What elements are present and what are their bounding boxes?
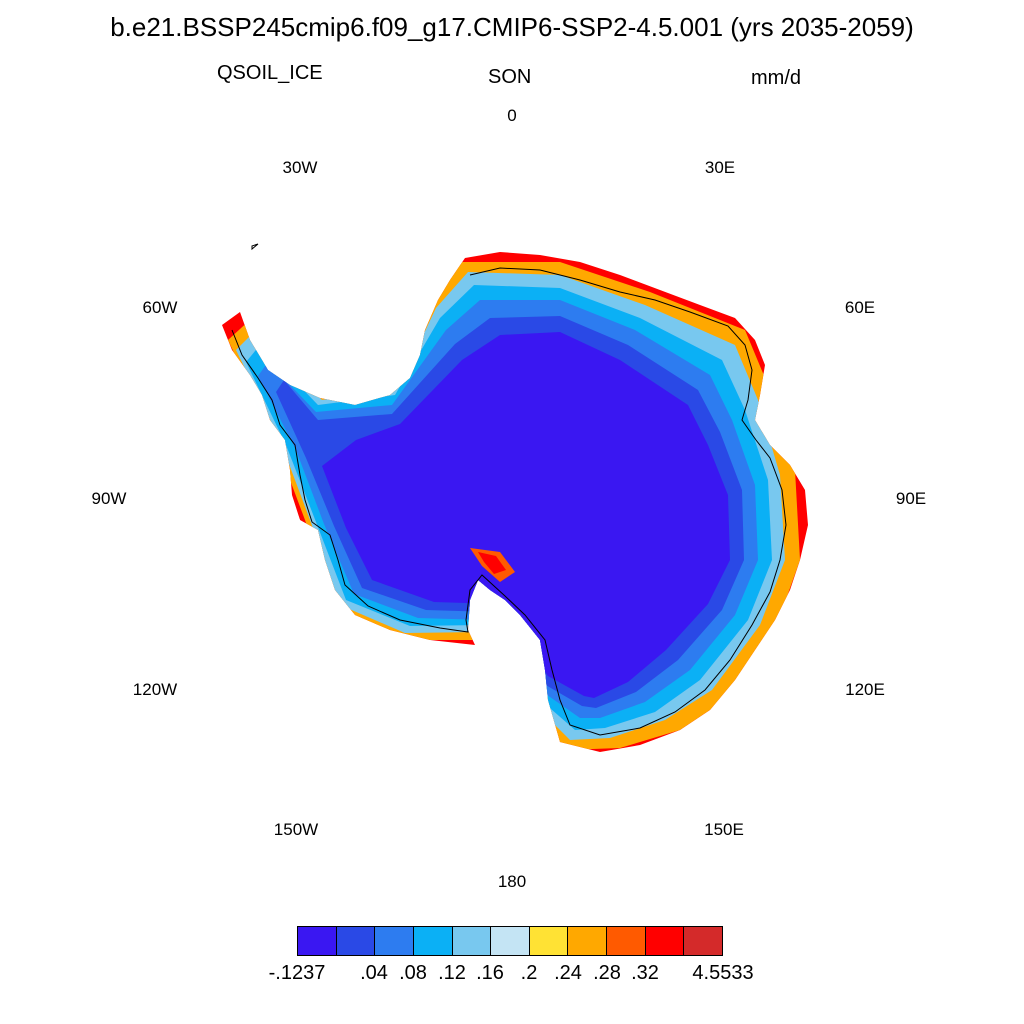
variable-label: QSOIL_ICE xyxy=(217,62,323,84)
colorbar-swatch xyxy=(568,927,608,955)
lon-label-30w: 30W xyxy=(282,158,318,177)
colorbar-swatch xyxy=(491,927,530,955)
lon-label-150w: 150W xyxy=(273,820,319,839)
lon-label-60e: 60E xyxy=(844,298,876,317)
colorbar-swatch xyxy=(375,927,414,955)
lon-label-30e: 30E xyxy=(704,158,736,177)
season-label: SON xyxy=(488,66,532,88)
colorbar-label: .2 xyxy=(520,962,538,984)
lon-label-120w: 120W xyxy=(132,680,178,699)
colorbar-swatch xyxy=(336,927,376,955)
colorbar-label: .04 xyxy=(360,962,388,984)
colorbar-swatch xyxy=(684,927,723,955)
field-hotspot xyxy=(478,552,506,574)
lon-label-0: 0 xyxy=(507,106,517,125)
colorbar-label: .08 xyxy=(399,962,427,984)
colorbar-swatch xyxy=(645,927,685,955)
colorbar-swatch xyxy=(607,927,646,955)
colorbar xyxy=(297,926,723,956)
lon-label-150e: 150E xyxy=(704,820,744,839)
lon-label-120e: 120E xyxy=(845,680,885,699)
colorbar-swatch xyxy=(529,927,569,955)
colorbar-swatch xyxy=(452,927,492,955)
island-outline xyxy=(251,243,259,251)
colorbar-label: 4.5533 xyxy=(692,962,754,984)
colorbar-label: .32 xyxy=(631,962,659,984)
colorbar-label: .28 xyxy=(593,962,621,984)
coastline xyxy=(231,267,787,736)
field-ring xyxy=(322,332,730,698)
units-label: mm/d xyxy=(751,67,801,89)
colorbar-label: .24 xyxy=(554,962,582,984)
colorbar-label: .16 xyxy=(476,962,504,984)
colorbar-swatch xyxy=(298,927,337,955)
lon-label-90w: 90W xyxy=(91,489,127,508)
lon-label-60w: 60W xyxy=(142,298,178,317)
colorbar-swatch xyxy=(413,927,453,955)
plot-title: b.e21.BSSP245cmip6.f09_g17.CMIP6-SSP2-4.… xyxy=(110,12,914,42)
lon-label-180: 180 xyxy=(497,872,527,891)
colorbar-label: -.1237 xyxy=(268,962,326,984)
lon-label-90e: 90E xyxy=(895,489,927,508)
colorbar-label: .12 xyxy=(438,962,466,984)
